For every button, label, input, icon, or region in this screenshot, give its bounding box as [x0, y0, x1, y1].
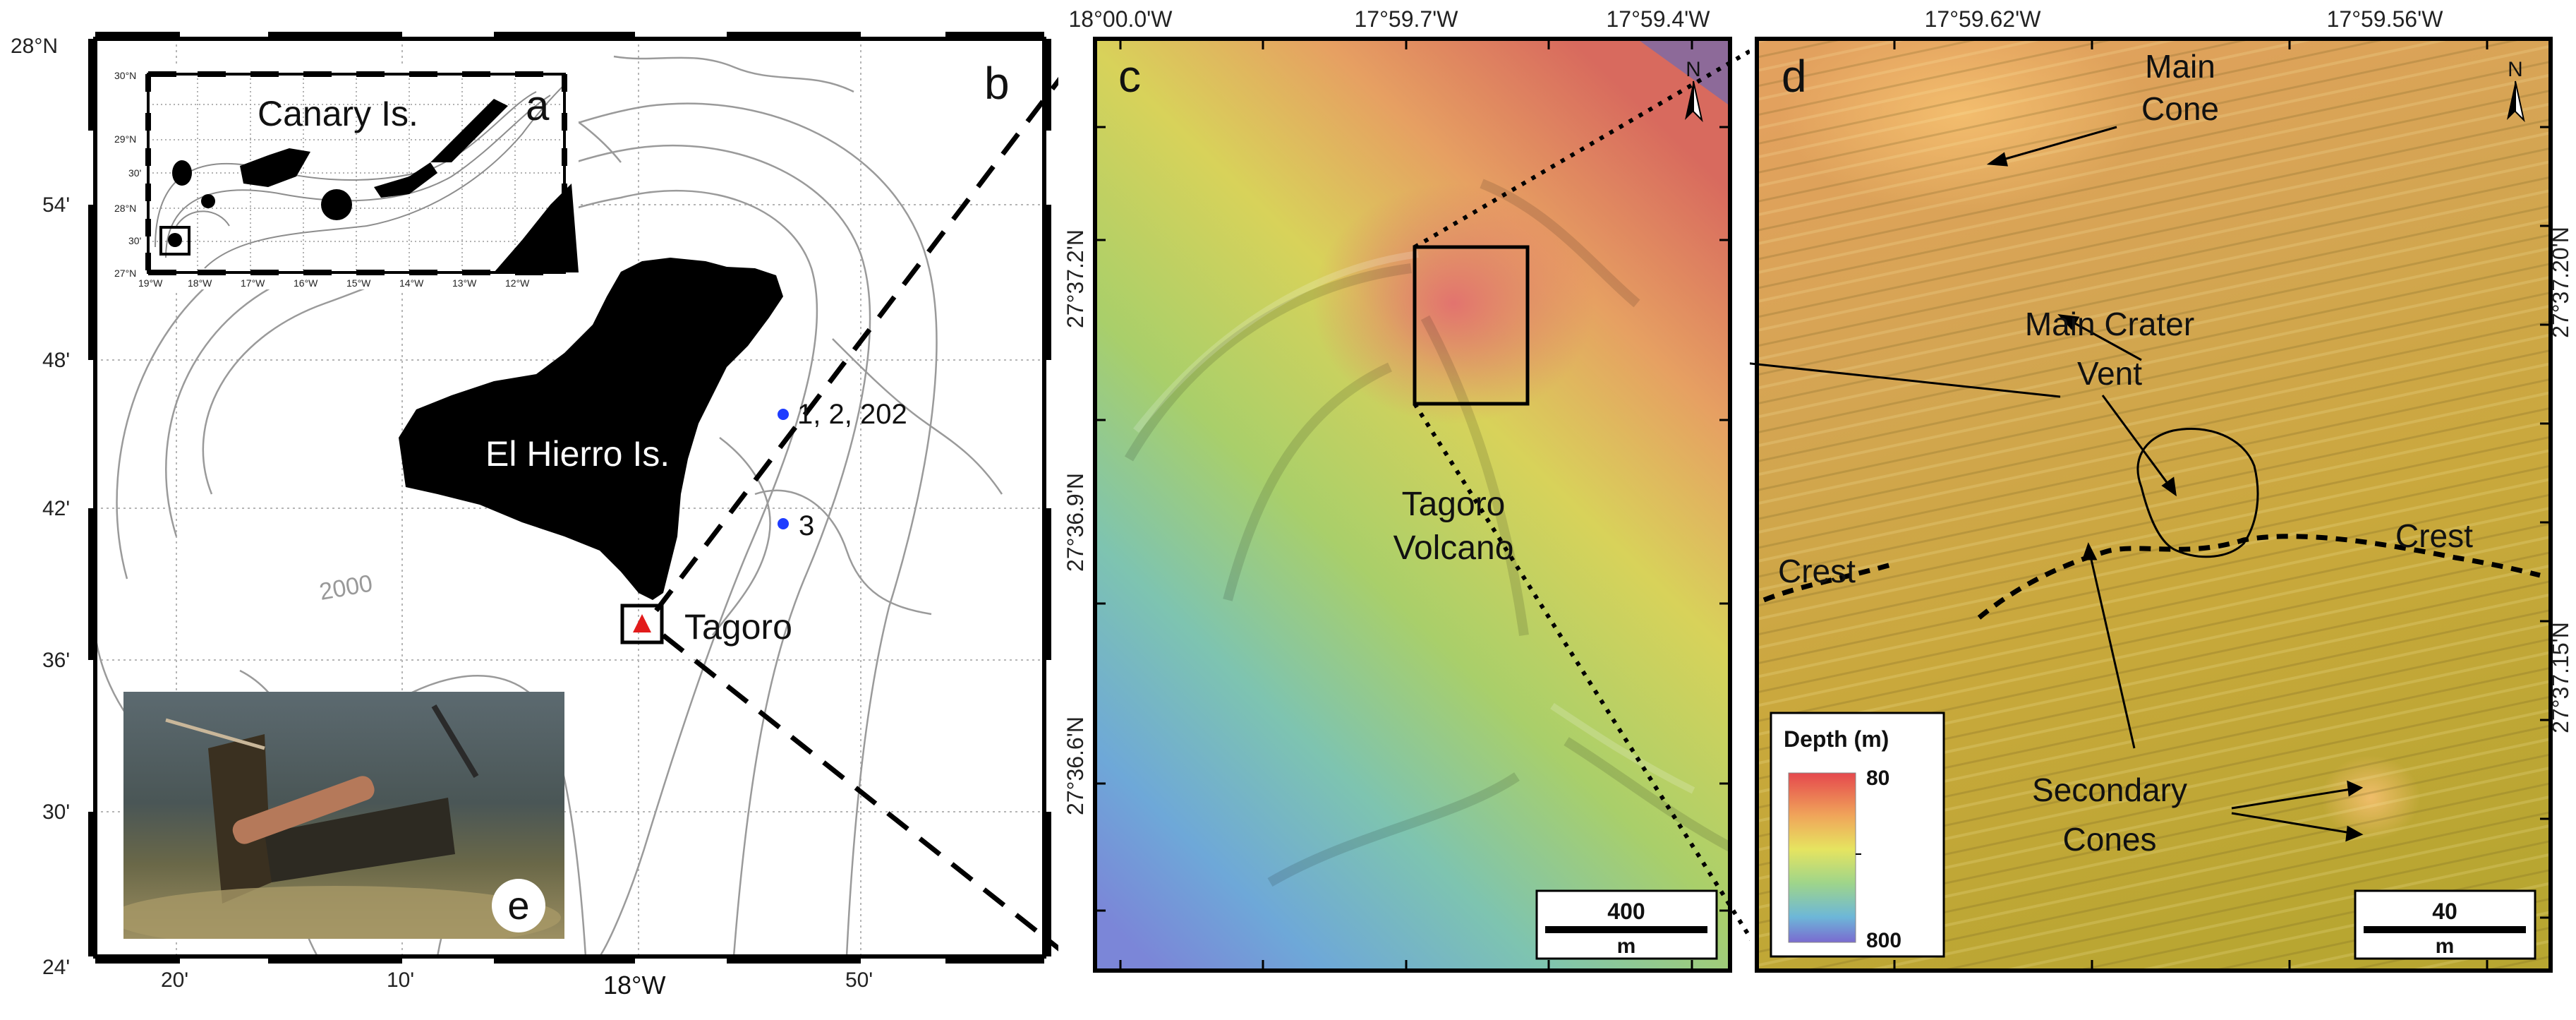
- legend-max-label: 800: [1866, 929, 1901, 952]
- panel-b-frame-ticks: [88, 32, 1051, 964]
- panel-c-frame: [1093, 37, 1732, 973]
- lat-tick: 30': [42, 800, 70, 824]
- panel-a-frame-ticks: [145, 71, 567, 275]
- svg-text:17°W: 17°W: [241, 277, 265, 289]
- tagoro-location-box: [620, 604, 664, 644]
- panel-c-tick-marks: [1095, 39, 1730, 971]
- lat-tick: 36': [42, 649, 70, 672]
- lon-tick: 50': [845, 968, 873, 992]
- tagoro-volcano-label-line1: Tagoro: [1402, 486, 1506, 523]
- panel-d-lat-tick: 27°37.15'N: [2548, 622, 2573, 733]
- panel-d-lat-tick: 27°37.20'N: [2548, 227, 2573, 338]
- panel-a-lon-ticks: 19°W 18°W 17°W 16°W 15°W 14°W 13°W 12°W: [138, 277, 530, 289]
- svg-text:12°W: 12°W: [505, 277, 530, 289]
- panel-e-letter: e: [507, 883, 529, 928]
- canary-islands-label: Canary Is.: [258, 94, 418, 133]
- station-3-dot: [778, 518, 789, 529]
- panel-c-lat-tick: 27°36.6'N: [1063, 716, 1088, 815]
- secondary-cones-label-line1: Secondary: [2032, 772, 2187, 808]
- instrument-frame: [165, 704, 479, 904]
- panel-b-letter: b: [984, 58, 1010, 109]
- panel-c-scale-bar: 400 m: [1535, 889, 1718, 960]
- svg-text:27°N: 27°N: [114, 268, 136, 279]
- svg-text:40: 40: [2432, 899, 2457, 924]
- svg-text:400: 400: [1607, 899, 1645, 924]
- lat-tick: 24': [42, 956, 70, 979]
- tagoro-label: Tagoro: [684, 607, 792, 647]
- zoom-connector-dotted: [1413, 37, 1773, 972]
- svg-text:19°W: 19°W: [138, 277, 163, 289]
- svg-text:30°N: 30°N: [114, 70, 136, 81]
- crest-lines: [1762, 534, 2541, 620]
- panel-e-letter-badge: [492, 879, 545, 932]
- panel-c-map: Tagoro Volcano c N 400 m 18°00.0'W 17°59…: [1058, 0, 1773, 1016]
- panel-d-tick-marks: [1893, 39, 2551, 971]
- canary-islands: [168, 99, 579, 272]
- panel-d-scale-bar: 40 m: [2354, 889, 2536, 960]
- panel-d-frame: [1755, 37, 2553, 973]
- hillshade-ridges: [1124, 179, 1730, 887]
- el-hierro-island: [399, 258, 783, 600]
- legend-min-label: 80: [1866, 767, 1889, 790]
- svg-text:28°N: 28°N: [114, 203, 136, 214]
- station-1-2-202-dot: [778, 409, 789, 420]
- crest-label-left: Crest: [1778, 553, 1856, 589]
- panel-a-letter: a: [526, 82, 550, 129]
- svg-text:N: N: [2508, 58, 2523, 81]
- lat-tick: 54': [42, 193, 70, 217]
- crater-zoom-box: [1413, 245, 1530, 406]
- lon-tick: 20': [161, 968, 188, 992]
- station-3-label: 3: [799, 510, 814, 541]
- lat-tick: 42': [42, 497, 70, 520]
- svg-text:Depth (m): Depth (m): [1784, 726, 1889, 752]
- panel-d-lon-tick: 17°59.56'W: [2327, 6, 2444, 32]
- panel-c-north-arrow: N: [1685, 58, 1703, 123]
- crest-label-right: Crest: [2395, 517, 2473, 554]
- panel-a-inset: Canary Is. a 30°N 29°N 30' 28°N 30' 27°N…: [99, 64, 579, 289]
- panel-d-map: Main Cone Main Crater Vent Crest Crest S…: [1361, 0, 2576, 1016]
- lat-tick: 28°N: [11, 35, 58, 58]
- svg-text:30': 30': [128, 235, 141, 246]
- svg-text:15°W: 15°W: [346, 277, 371, 289]
- panel-c-lon-tick: 18°00.0'W: [1069, 6, 1173, 32]
- svg-text:14°W: 14°W: [399, 277, 424, 289]
- panel-d-letter: d: [1782, 51, 1807, 102]
- main-cone-label-line2: Cone: [2141, 90, 2219, 127]
- main-crater-outline: [2136, 427, 2259, 558]
- panel-e-photo: e: [109, 692, 564, 949]
- panel-a-lat-ticks: 30°N 29°N 30' 28°N 30' 27°N: [114, 70, 141, 279]
- annotation-arrows: [1361, 126, 2364, 842]
- lon-tick: 10': [387, 968, 414, 992]
- depth-legend: Depth (m) 80 800: [1770, 712, 1945, 958]
- el-hierro-label: El Hierro Is.: [485, 434, 670, 474]
- main-crater-label-line2: Vent: [2077, 355, 2142, 392]
- secondary-cones-label-line2: Cones: [2063, 821, 2157, 858]
- svg-text:m: m: [2436, 935, 2455, 958]
- lat-tick: 48': [42, 349, 70, 372]
- panel-c-lon-tick: 17°59.4'W: [1607, 6, 1711, 32]
- svg-text:13°W: 13°W: [452, 277, 477, 289]
- station-1-2-202-label: 1, 2, 202: [797, 399, 907, 430]
- tagoro-volcano-label-line2: Volcano: [1393, 529, 1514, 567]
- svg-text:30': 30': [128, 167, 141, 179]
- panel-c-lon-tick: 17°59.7'W: [1355, 6, 1459, 32]
- svg-text:16°W: 16°W: [294, 277, 318, 289]
- panel-d-north-arrow: N: [2507, 58, 2525, 123]
- svg-text:18°W: 18°W: [188, 277, 212, 289]
- el-hierro-selection-box: [159, 226, 191, 256]
- panel-c-letter: c: [1118, 51, 1141, 102]
- panel-a-grid: [148, 74, 564, 272]
- svg-text:29°N: 29°N: [114, 133, 136, 145]
- tagoro-volcano-marker: [633, 614, 651, 632]
- panel-c-lat-tick: 27°37.2'N: [1063, 229, 1088, 328]
- svg-text:m: m: [1617, 935, 1636, 958]
- panel-d-lon-tick: 17°59.62'W: [1925, 6, 2042, 32]
- main-cone-label-line1: Main: [2145, 48, 2215, 85]
- lon-tick-main: 18°W: [603, 971, 665, 1000]
- main-crater-label-line1: Main Crater: [2025, 306, 2194, 342]
- zoom-connector-lines: [654, 42, 1089, 973]
- panel-c-lat-tick: 27°36.9'N: [1063, 473, 1088, 572]
- svg-text:N: N: [1686, 58, 1701, 81]
